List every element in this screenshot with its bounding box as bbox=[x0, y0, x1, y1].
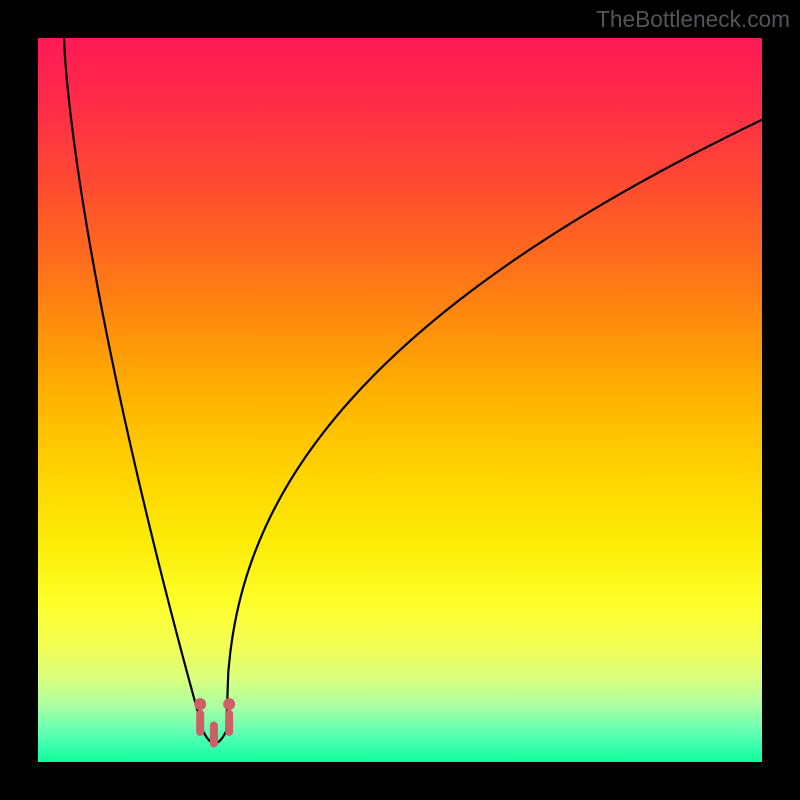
bottleneck-curve bbox=[64, 38, 762, 743]
curve-layer bbox=[38, 38, 762, 762]
valley-dot bbox=[223, 698, 235, 710]
valley-bar bbox=[210, 721, 218, 747]
valley-dot bbox=[194, 698, 206, 710]
valley-bar bbox=[225, 710, 233, 736]
plot-area bbox=[38, 38, 762, 762]
chart-container: TheBottleneck.com bbox=[0, 0, 800, 800]
watermark-text: TheBottleneck.com bbox=[596, 6, 790, 33]
valley-bar bbox=[196, 710, 204, 736]
